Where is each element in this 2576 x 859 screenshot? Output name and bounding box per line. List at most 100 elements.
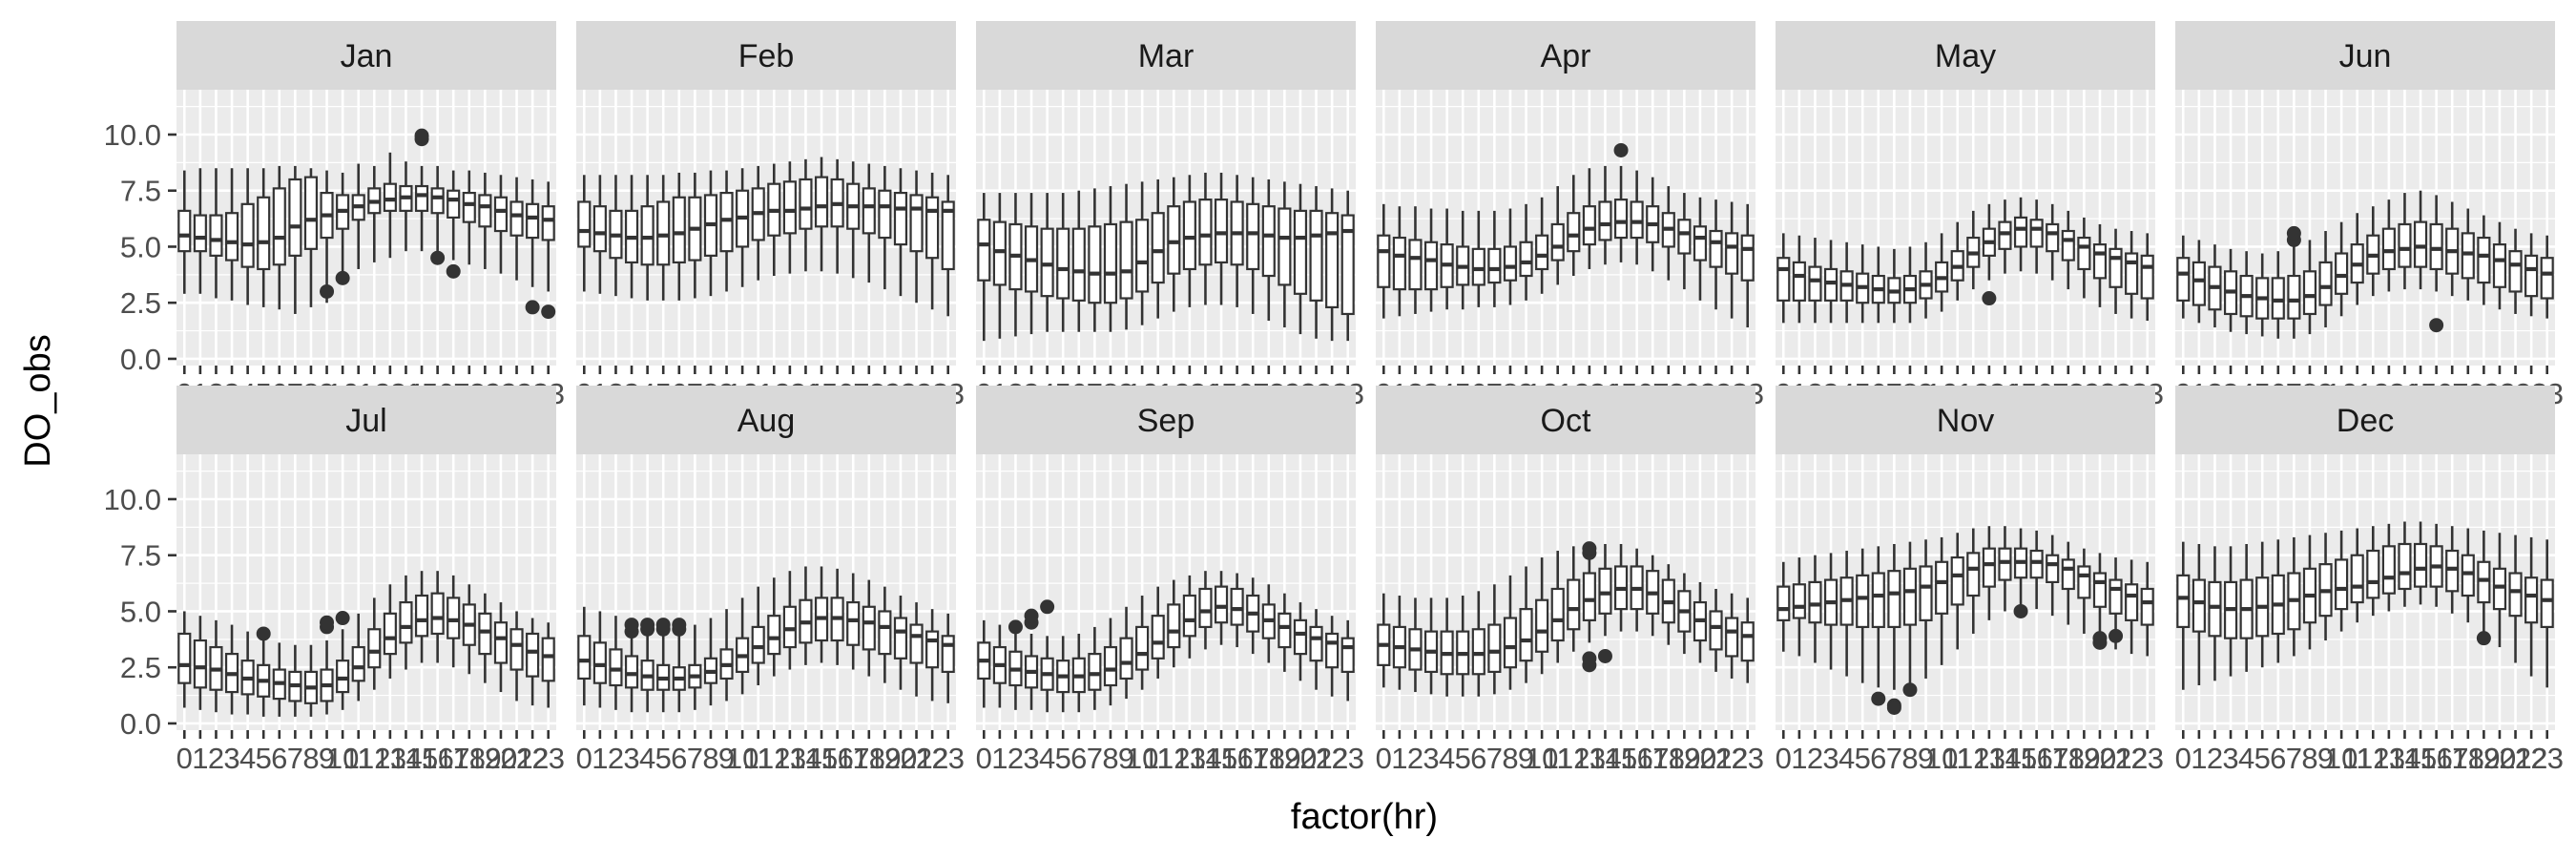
x-tick-label: 16	[421, 742, 453, 775]
box-iqr	[878, 610, 892, 656]
x-tick-label: 10	[726, 742, 758, 775]
boxplot-mar-hr-20	[1293, 183, 1308, 335]
box-iqr	[2192, 578, 2206, 633]
x-tick-label: 11	[743, 742, 774, 775]
x-tick-label: 0	[2175, 742, 2192, 775]
box-iqr	[1935, 560, 1949, 615]
y-tick-label: 0.0	[120, 343, 161, 376]
boxplot-sep-hr-12	[1167, 579, 1181, 668]
boxplot-jul-hr-4	[240, 631, 255, 715]
box-iqr	[351, 645, 365, 682]
boxplot-sep-hr-10	[1135, 596, 1150, 690]
box-iqr	[2061, 558, 2075, 591]
boxplot-jul-hr-20	[493, 602, 509, 693]
box-iqr	[209, 214, 223, 257]
box-iqr	[2492, 243, 2507, 288]
boxplot-aug-hr-1	[592, 611, 607, 708]
boxplot-jun-hr-15	[2413, 190, 2428, 290]
x-tick-label: 10	[2325, 742, 2358, 775]
box-iqr	[1503, 617, 1518, 669]
box-iqr	[1167, 603, 1181, 649]
boxplot-sep-hr-9	[1119, 606, 1133, 700]
box-iqr	[2540, 257, 2554, 300]
boxplot-may-hr-14	[1998, 199, 2012, 274]
box-iqr	[2140, 254, 2154, 300]
x-tick-label: 12	[1157, 742, 1190, 775]
box-iqr	[2029, 219, 2044, 248]
x-tick-label: 23	[1331, 742, 1363, 775]
boxplot-oct-hr-17	[1646, 555, 1660, 637]
y-tick-label: 7.5	[120, 539, 161, 573]
boxplot-feb-hr-3	[624, 175, 639, 299]
boxplot-sep-hr-0	[977, 619, 991, 708]
x-tick-label: 3	[1423, 742, 1439, 775]
facet-strip-label: Jul	[345, 403, 386, 439]
box-iqr	[1119, 220, 1133, 300]
boxplot-jun-hr-0	[2176, 235, 2191, 319]
facet-panels: Jan0123456789101112131415161718192021222…	[104, 21, 2564, 775]
boxplot-jun-hr-4	[2239, 251, 2254, 335]
box-iqr	[941, 200, 955, 271]
boxplot-apr-hr-11	[1550, 186, 1565, 285]
box-iqr	[1677, 219, 1692, 255]
boxplot-nov-hr-0	[1776, 561, 1791, 652]
boxplot-sep-hr-20	[1293, 602, 1308, 681]
x-tick-label: 17	[2036, 742, 2068, 775]
boxplot-jun-hr-7	[2287, 246, 2301, 339]
x-tick-label: 17	[1236, 742, 1269, 775]
x-tick-label: 9	[2317, 742, 2334, 775]
boxplot-jan-hr-22	[526, 178, 540, 287]
boxplot-oct-hr-2	[1408, 597, 1423, 693]
box-iqr	[1056, 227, 1070, 300]
box-iqr	[2125, 252, 2139, 295]
x-tick-label: 3	[1023, 742, 1039, 775]
facet-strip	[1776, 386, 2155, 454]
facet-panel-apr: Apr0123456789101112131415161718192021222…	[1376, 21, 1764, 410]
x-tick-label: 12	[758, 742, 790, 775]
box-iqr	[1167, 205, 1181, 275]
box-iqr	[430, 187, 445, 215]
box-iqr	[925, 196, 940, 260]
box-iqr	[1598, 200, 1612, 241]
box-iqr	[1535, 234, 1549, 271]
boxplot-dec-hr-19	[2477, 530, 2491, 634]
boxplot-apr-hr-0	[1377, 203, 1391, 319]
box-iqr	[1582, 572, 1596, 621]
x-tick-label: 10	[1925, 742, 1958, 775]
boxplot-mar-hr-6	[1071, 190, 1086, 332]
boxplot-nov-hr-18	[2061, 541, 2075, 625]
boxplot-jan-hr-12	[367, 165, 382, 262]
box-iqr	[2398, 542, 2412, 591]
box-iqr	[193, 639, 207, 689]
x-tick-label: 16	[2420, 742, 2452, 775]
box-iqr	[2461, 232, 2475, 280]
boxplot-mar-hr-19	[1278, 181, 1292, 328]
outlier-point	[2286, 225, 2301, 241]
box-iqr	[592, 205, 607, 253]
boxplot-mar-hr-1	[992, 193, 1007, 339]
x-tick-label: 18	[2452, 742, 2484, 775]
box-iqr	[414, 594, 429, 638]
boxplot-jan-hr-4	[240, 168, 255, 305]
x-tick-label: 0	[976, 742, 992, 775]
boxplot-jan-hr-10	[336, 172, 350, 281]
facet-strip	[2175, 21, 2555, 90]
boxplot-aug-hr-17	[846, 573, 861, 670]
box-iqr	[2092, 243, 2108, 280]
outlier-point	[414, 128, 429, 143]
x-tick-label: 6	[671, 742, 687, 775]
x-tick-label: 2	[1008, 742, 1024, 775]
x-tick-label: 6	[1470, 742, 1486, 775]
outlier-point	[430, 250, 446, 265]
box-iqr	[303, 176, 319, 250]
box-iqr	[624, 655, 639, 689]
outlier-point	[256, 626, 271, 641]
box-iqr	[799, 178, 813, 230]
boxplot-dec-hr-15	[2413, 521, 2428, 605]
boxplot-apr-hr-4	[1440, 208, 1454, 310]
outlier-point	[655, 618, 671, 633]
box-iqr	[1776, 585, 1791, 621]
x-tick-label: 8	[702, 742, 718, 775]
boxplot-may-hr-4	[1839, 241, 1854, 324]
